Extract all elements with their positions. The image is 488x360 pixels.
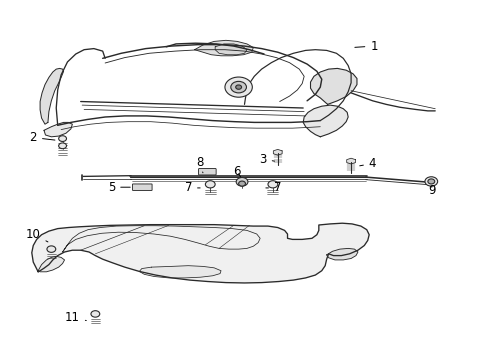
Text: 7: 7 bbox=[265, 181, 281, 194]
Circle shape bbox=[236, 177, 247, 186]
Polygon shape bbox=[194, 40, 253, 56]
Polygon shape bbox=[310, 68, 356, 104]
Polygon shape bbox=[273, 149, 282, 155]
Circle shape bbox=[427, 179, 434, 184]
Text: 7: 7 bbox=[184, 181, 200, 194]
Text: 10: 10 bbox=[26, 228, 48, 242]
Circle shape bbox=[59, 136, 66, 141]
Polygon shape bbox=[215, 44, 246, 55]
Text: 6: 6 bbox=[233, 165, 241, 178]
Polygon shape bbox=[139, 266, 221, 278]
Polygon shape bbox=[32, 223, 368, 283]
FancyBboxPatch shape bbox=[132, 184, 152, 190]
Text: 3: 3 bbox=[259, 153, 274, 166]
Circle shape bbox=[224, 77, 252, 97]
Polygon shape bbox=[326, 248, 357, 260]
Text: 11: 11 bbox=[65, 311, 86, 324]
Polygon shape bbox=[346, 158, 355, 164]
Circle shape bbox=[424, 177, 437, 186]
Text: 5: 5 bbox=[107, 181, 130, 194]
Circle shape bbox=[267, 181, 277, 188]
Text: 8: 8 bbox=[195, 156, 203, 173]
Polygon shape bbox=[44, 122, 72, 137]
Circle shape bbox=[91, 311, 100, 317]
Polygon shape bbox=[40, 68, 63, 124]
Circle shape bbox=[47, 246, 56, 252]
Circle shape bbox=[235, 85, 241, 89]
FancyBboxPatch shape bbox=[198, 168, 216, 175]
Polygon shape bbox=[38, 256, 64, 272]
Text: 1: 1 bbox=[354, 40, 377, 53]
Circle shape bbox=[205, 181, 215, 188]
Text: 4: 4 bbox=[359, 157, 376, 170]
Circle shape bbox=[238, 181, 245, 186]
Polygon shape bbox=[303, 105, 347, 137]
Text: 9: 9 bbox=[427, 184, 435, 197]
Circle shape bbox=[59, 143, 66, 149]
Circle shape bbox=[230, 81, 246, 93]
Text: 2: 2 bbox=[29, 131, 55, 144]
